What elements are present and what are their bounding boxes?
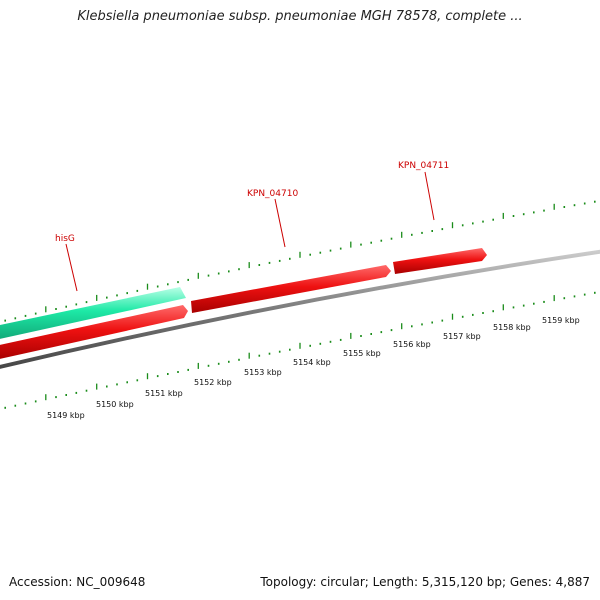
genome-backbone	[0, 249, 600, 369]
scale-label-5156: 5156 kbp	[393, 340, 431, 349]
scale-label-5152: 5152 kbp	[194, 378, 232, 387]
scale-tick-track	[4, 291, 596, 409]
gene-label-hisG: hisG	[55, 234, 75, 244]
scale-label-5151: 5151 kbp	[145, 389, 183, 398]
map-title: Klebsiella pneumoniae subsp. pneumoniae …	[77, 9, 523, 24]
scale-label-5150: 5150 kbp	[96, 400, 134, 409]
upper-tick-track	[4, 200, 596, 322]
kpn-04710-leader-line	[274, 198, 286, 248]
scale-label-5149: 5149 kbp	[47, 411, 85, 420]
gene-label-kpn-04711: KPN_04711	[398, 161, 449, 171]
accession-text: Accession: NC_009648	[9, 575, 146, 589]
gene-bar-forward-left[interactable]	[0, 305, 188, 360]
scale-label-5154: 5154 kbp	[293, 358, 331, 367]
gene-bar-kpn-04710[interactable]	[191, 265, 391, 313]
gene-bar-hisG[interactable]	[0, 287, 186, 340]
scale-label-5159: 5159 kbp	[542, 316, 580, 325]
kpn-04711-leader-line	[424, 171, 435, 221]
hisg-leader-line	[65, 243, 78, 292]
scale-label-5157: 5157 kbp	[443, 332, 481, 341]
scale-label-5153: 5153 kbp	[244, 368, 282, 377]
scale-label-5158: 5158 kbp	[493, 323, 531, 332]
genome-summary-text: Topology: circular; Length: 5,315,120 bp…	[260, 575, 590, 589]
gene-bar-kpn-04711[interactable]	[393, 248, 487, 274]
scale-label-5155: 5155 kbp	[343, 349, 381, 358]
gene-label-kpn-04710: KPN_04710	[247, 189, 298, 199]
